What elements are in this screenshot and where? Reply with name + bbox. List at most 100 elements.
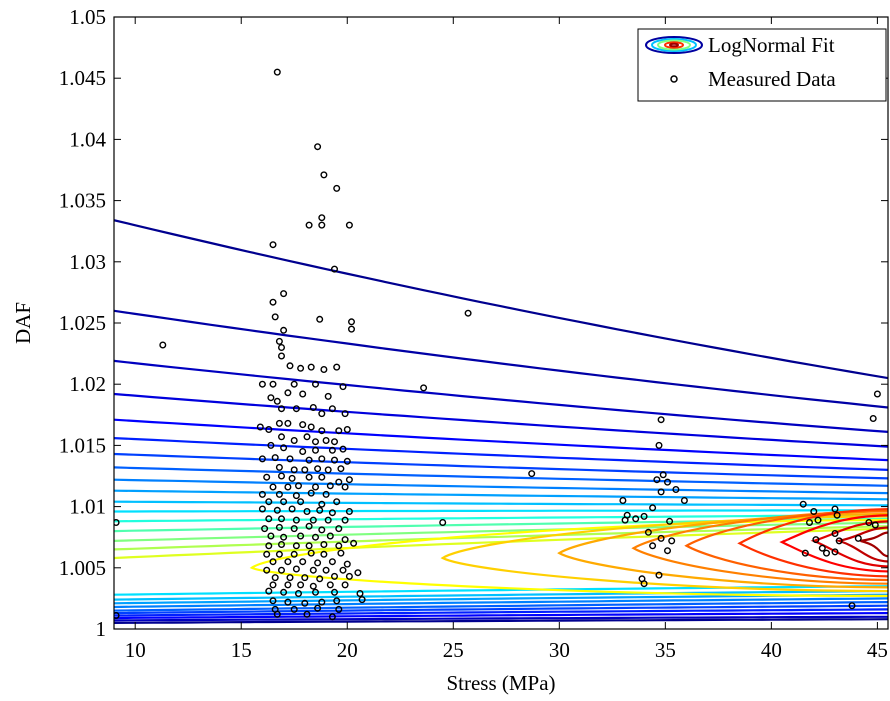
data-point (324, 516, 332, 524)
data-point (258, 455, 266, 463)
data-point (341, 516, 349, 524)
data-point (299, 390, 307, 398)
data-point (269, 483, 277, 491)
data-point (278, 541, 286, 549)
data-point (322, 490, 330, 498)
data-point (299, 558, 307, 566)
data-point (345, 221, 353, 229)
data-point (848, 602, 856, 610)
contour-line (114, 509, 888, 513)
data-point (307, 363, 315, 371)
y-tick-label: 1.035 (59, 189, 106, 213)
contour-line (114, 521, 888, 542)
x-tick-label: 15 (231, 638, 252, 662)
data-point (649, 504, 657, 512)
data-point (831, 548, 839, 556)
data-point (335, 525, 343, 533)
y-tick-label: 1.005 (59, 556, 106, 580)
data-point (258, 490, 266, 498)
data-point (273, 397, 281, 405)
data-point (278, 344, 286, 352)
contour-loop (835, 526, 888, 563)
data-point (339, 383, 347, 391)
data-point (307, 423, 315, 431)
data-point (318, 473, 326, 481)
data-point (331, 265, 339, 273)
contour-loop (684, 509, 888, 582)
data-point (261, 525, 269, 533)
data-point (288, 505, 296, 513)
legend-contour-icon (645, 36, 703, 54)
data-point (273, 610, 281, 618)
data-point (305, 456, 313, 464)
legend: LogNormal Fit Measured Data (637, 28, 887, 102)
y-tick-label: 1.045 (59, 66, 106, 90)
data-point (316, 506, 324, 514)
data-point (284, 389, 292, 397)
data-point (818, 544, 826, 552)
data-point (865, 519, 873, 527)
contour-loop (737, 508, 888, 578)
data-point (806, 519, 814, 527)
data-point (114, 519, 120, 526)
data-point (873, 390, 881, 398)
data-point (339, 566, 347, 574)
data-point (286, 455, 294, 463)
data-point (343, 560, 351, 568)
data-point (269, 241, 277, 249)
data-point (269, 380, 277, 388)
y-tick-label: 1.04 (69, 127, 106, 151)
data-point (649, 542, 657, 550)
data-point (290, 525, 298, 533)
data-point (159, 341, 167, 349)
data-point (267, 441, 275, 449)
data-point (331, 456, 339, 464)
data-point (307, 549, 315, 557)
data-point (292, 565, 300, 573)
data-point (292, 516, 300, 524)
data-point (309, 404, 317, 412)
data-point (333, 363, 341, 371)
data-point (356, 590, 364, 598)
data-point (619, 497, 627, 505)
data-point (869, 415, 877, 423)
contour-loop (440, 515, 888, 593)
data-point (348, 318, 356, 326)
data-point (655, 441, 663, 449)
data-point (271, 313, 279, 321)
data-point (292, 405, 300, 413)
data-point (280, 290, 288, 298)
contour-line (114, 604, 888, 615)
data-point (312, 588, 320, 596)
data-point (348, 325, 356, 333)
x-axis-label: Stress (MPa) (446, 671, 555, 695)
data-point (290, 437, 298, 445)
x-tick-label: 45 (867, 638, 888, 662)
data-point (263, 473, 271, 481)
data-point (271, 574, 279, 582)
data-point (835, 537, 843, 545)
data-point (278, 405, 286, 413)
data-point (275, 463, 283, 471)
data-point (309, 582, 317, 590)
data-point (333, 184, 341, 192)
data-point (341, 536, 349, 544)
data-point (799, 500, 807, 508)
data-point (314, 559, 322, 567)
data-point (297, 532, 305, 540)
data-point (303, 508, 311, 516)
tick-layer: 10 15 20 25 30 35 40 45 1 1.005 1.01 1.015 1.02 1.025… (59, 5, 888, 662)
contour-line (114, 600, 888, 612)
data-point (275, 523, 283, 531)
data-point (337, 465, 345, 473)
contour-line (114, 478, 888, 495)
data-point (265, 587, 273, 595)
data-point (354, 569, 362, 577)
data-point (299, 421, 307, 429)
data-point (320, 366, 328, 374)
data-point (831, 505, 839, 513)
y-tick-label: 1.03 (69, 250, 106, 274)
data-point (284, 581, 292, 589)
data-point (331, 572, 339, 580)
data-point (668, 537, 676, 545)
